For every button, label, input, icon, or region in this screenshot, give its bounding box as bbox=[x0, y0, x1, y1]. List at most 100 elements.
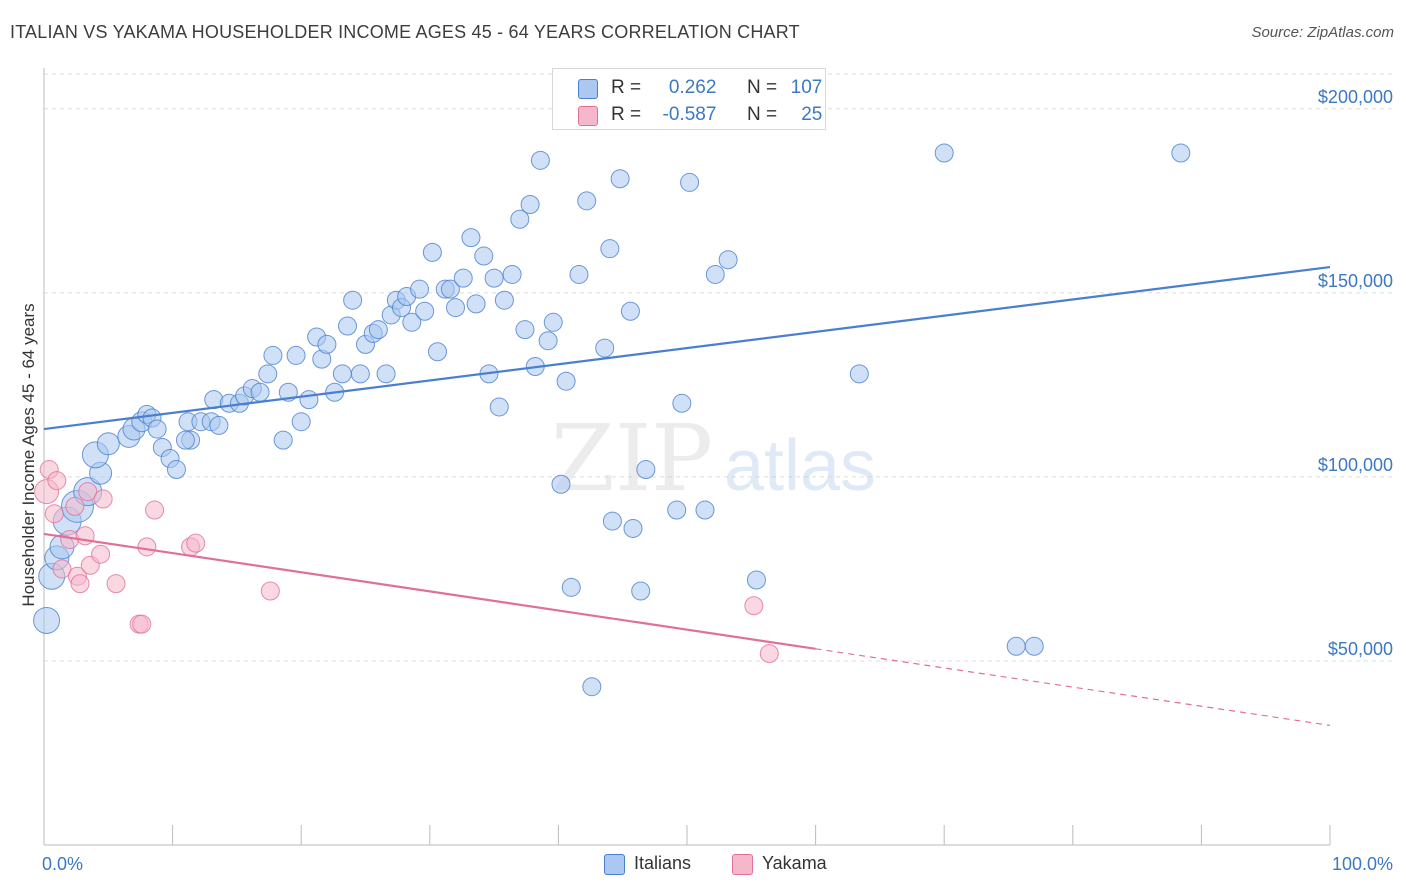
point-italians bbox=[428, 342, 448, 362]
point-yakama bbox=[759, 644, 779, 664]
point-italians bbox=[502, 264, 522, 284]
legend-label: Yakama bbox=[762, 853, 827, 873]
point-italians bbox=[263, 345, 283, 365]
point-italians bbox=[510, 209, 530, 229]
point-italians bbox=[602, 511, 622, 531]
trend-line-italians bbox=[43, 265, 1331, 431]
point-italians bbox=[600, 239, 620, 259]
x-tick-label: 0.0% bbox=[42, 854, 83, 874]
trend-lines bbox=[43, 265, 1331, 726]
point-italians bbox=[494, 290, 514, 310]
point-italians bbox=[484, 268, 504, 288]
point-italians bbox=[849, 364, 869, 384]
point-yakama bbox=[78, 482, 98, 502]
axes bbox=[43, 68, 1331, 846]
point-italians bbox=[631, 581, 651, 601]
point-italians bbox=[337, 316, 357, 336]
point-italians bbox=[376, 364, 396, 384]
point-yakama bbox=[52, 559, 72, 579]
point-italians bbox=[461, 228, 481, 248]
watermark: ZIP atlas bbox=[551, 405, 876, 512]
point-italians bbox=[474, 246, 494, 266]
italians-swatch bbox=[578, 79, 598, 99]
point-italians bbox=[718, 250, 738, 270]
y-tick-label: $50,000 bbox=[1328, 639, 1393, 659]
point-italians bbox=[273, 430, 293, 450]
n-value: 25 bbox=[801, 104, 823, 125]
point-italians bbox=[620, 301, 640, 321]
x-tick-label: 100.0% bbox=[1332, 854, 1393, 874]
point-italians bbox=[556, 371, 576, 391]
point-italians bbox=[415, 301, 435, 321]
point-italians bbox=[582, 677, 602, 697]
legend-label: Italians bbox=[634, 853, 692, 873]
point-italians bbox=[623, 518, 643, 538]
point-italians bbox=[636, 460, 656, 480]
y-tick-label: $200,000 bbox=[1318, 87, 1393, 107]
point-italians bbox=[680, 172, 700, 192]
point-italians bbox=[695, 500, 715, 520]
point-yakama bbox=[93, 489, 113, 509]
n-value: 107 bbox=[790, 77, 823, 98]
point-italians bbox=[368, 320, 388, 340]
y-tick-label: $100,000 bbox=[1318, 455, 1393, 475]
point-yakama bbox=[186, 533, 206, 553]
point-italians bbox=[402, 312, 422, 332]
point-italians bbox=[446, 298, 466, 318]
y-axis-title: Householder Income Ages 45 - 64 years bbox=[19, 303, 38, 606]
trend-line-yakama-extension bbox=[815, 648, 1331, 726]
point-italians bbox=[96, 432, 120, 456]
point-italians bbox=[166, 460, 186, 480]
point-italians bbox=[746, 570, 766, 590]
point-italians bbox=[569, 264, 589, 284]
point-yakama bbox=[145, 500, 165, 520]
watermark-zip: ZIP bbox=[551, 405, 713, 512]
point-yakama bbox=[132, 614, 152, 634]
point-italians bbox=[543, 312, 563, 332]
point-italians bbox=[286, 345, 306, 365]
point-italians bbox=[440, 279, 460, 299]
point-italians bbox=[1171, 143, 1191, 163]
point-italians bbox=[934, 143, 954, 163]
point-italians bbox=[332, 364, 352, 384]
chart-title: ITALIAN VS YAKAMA HOUSEHOLDER INCOME AGE… bbox=[10, 22, 800, 42]
point-italians bbox=[489, 397, 509, 417]
watermark-atlas: atlas bbox=[724, 426, 876, 506]
point-italians bbox=[595, 338, 615, 358]
italians-swatch bbox=[604, 854, 625, 875]
point-italians bbox=[667, 500, 687, 520]
point-italians bbox=[705, 264, 725, 284]
point-italians bbox=[453, 268, 473, 288]
grid-lines bbox=[44, 73, 1395, 662]
stats-legend: R = 0.262 N = 107 R = -0.587 N = 25 bbox=[552, 68, 826, 130]
point-italians bbox=[350, 364, 370, 384]
series-legend: Italians Yakama bbox=[0, 852, 1406, 876]
source-label: Source: ZipAtlas.com bbox=[1251, 24, 1394, 41]
point-italians bbox=[258, 364, 278, 384]
point-italians bbox=[317, 334, 337, 354]
r-value: 0.262 bbox=[668, 77, 717, 98]
tick-labels: $50,000 $100,000 $150,000 $200,000 0.0% 100.0… bbox=[42, 87, 1393, 874]
point-italians bbox=[551, 474, 571, 494]
point-italians bbox=[561, 577, 581, 597]
yakama-swatch bbox=[732, 854, 753, 875]
point-yakama bbox=[137, 537, 157, 557]
point-italians bbox=[610, 169, 630, 189]
point-yakama bbox=[744, 596, 764, 616]
point-italians bbox=[1024, 636, 1044, 656]
point-yakama bbox=[91, 544, 111, 564]
point-italians bbox=[672, 393, 692, 413]
point-italians bbox=[250, 382, 270, 402]
r-label: R = bbox=[611, 77, 642, 98]
point-yakama bbox=[70, 574, 90, 594]
trend-line-yakama bbox=[43, 532, 816, 650]
point-italians bbox=[515, 320, 535, 340]
point-italians bbox=[1006, 636, 1026, 656]
r-label: R = bbox=[611, 104, 642, 125]
point-italians bbox=[209, 415, 229, 435]
point-italians bbox=[343, 290, 363, 310]
point-italians bbox=[530, 150, 550, 170]
point-italians bbox=[538, 331, 558, 351]
point-yakama bbox=[65, 496, 85, 516]
